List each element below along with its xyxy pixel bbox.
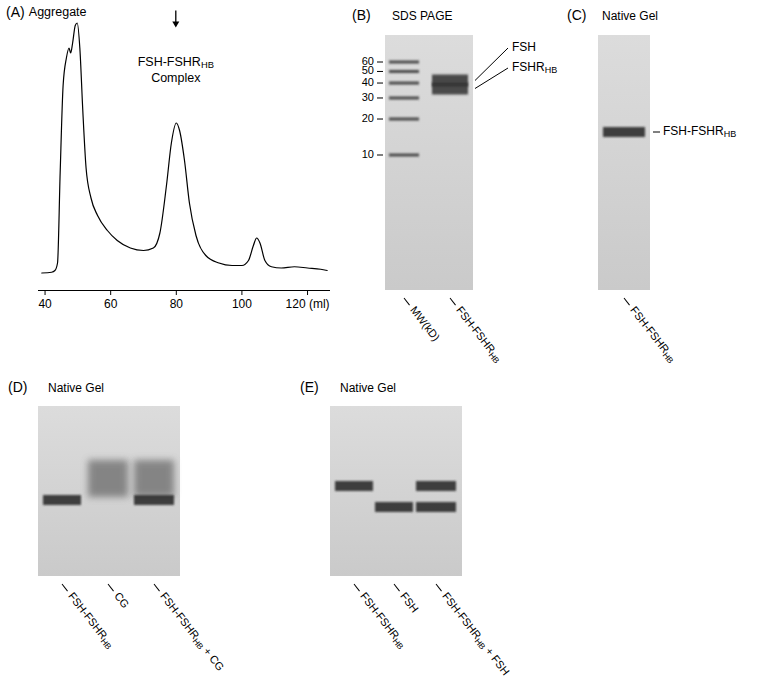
svg-text:30: 30	[362, 91, 374, 103]
svg-text:80: 80	[170, 297, 184, 311]
html-text:(A): (A)	[6, 4, 25, 20]
svg-text:(C): (C)	[567, 7, 586, 23]
html-text:HB: HB	[390, 636, 405, 652]
svg-text:10: 10	[362, 148, 374, 160]
svg-text:FSH-FSHRHB + FSH: FSH-FSHRHB + FSH	[438, 590, 512, 679]
svg-text:50: 50	[362, 64, 374, 76]
svg-text:SDS PAGE: SDS PAGE	[392, 9, 452, 23]
svg-text:(D): (D)	[8, 379, 27, 395]
svg-text:Native Gel: Native Gel	[602, 9, 658, 23]
svg-text:20: 20	[362, 112, 374, 124]
svg-text:Native Gel: Native Gel	[48, 381, 104, 395]
svg-text:(B): (B)	[352, 7, 371, 23]
svg-text:40: 40	[38, 297, 52, 311]
svg-text:40: 40	[362, 76, 374, 88]
svg-text:(E): (E)	[300, 379, 319, 395]
svg-text:MW(kD): MW(kD)	[408, 304, 442, 343]
svg-text:FSH: FSH	[398, 590, 421, 615]
svg-text:FSH-FSHRHB: FSH-FSHRHB	[663, 124, 736, 139]
svg-text:120 (ml): 120 (ml)	[286, 297, 330, 311]
svg-text:CG: CG	[112, 590, 132, 610]
svg-text:FSH-FSHRHB: FSH-FSHRHB	[138, 55, 214, 70]
html-text:FSH-FSHR: FSH-FSHR	[358, 589, 402, 642]
svg-text:Aggregate: Aggregate	[29, 5, 87, 19]
svg-text:FSHRHB: FSHRHB	[512, 60, 557, 75]
svg-text:FSH-FSHRHB: FSH-FSHRHB	[64, 590, 117, 652]
svg-text:100: 100	[232, 297, 252, 311]
svg-text:Native Gel: Native Gel	[340, 381, 396, 395]
svg-text:FSH-FSHRHB: FSH-FSHRHB	[452, 304, 505, 366]
svg-text:FSH-FSHRHB + CG: FSH-FSHRHB + CG	[156, 590, 226, 675]
svg-text:60: 60	[361, 54, 374, 67]
svg-text:60: 60	[104, 297, 118, 311]
svg-text:FSH-FSHRHB: FSH-FSHRHB	[626, 304, 679, 366]
svg-text:Complex: Complex	[151, 71, 201, 85]
svg-text:FSH: FSH	[512, 40, 536, 54]
